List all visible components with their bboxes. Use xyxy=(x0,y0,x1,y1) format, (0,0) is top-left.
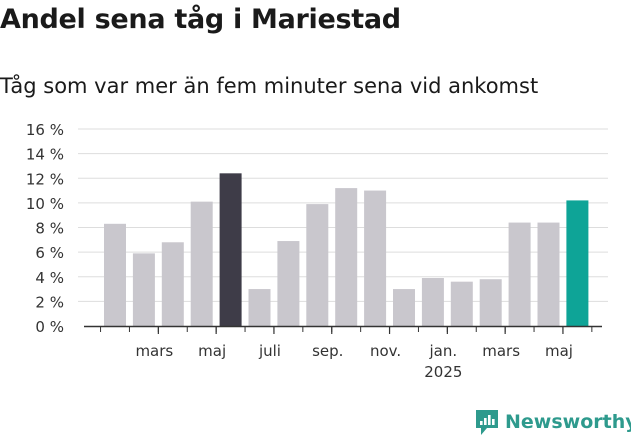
bar xyxy=(219,173,242,326)
bar xyxy=(393,289,415,326)
x-tick-label: maj xyxy=(545,342,573,360)
newsworthy-logo-icon xyxy=(476,410,498,435)
x-tick-label: juli xyxy=(258,342,281,360)
y-tick-label: 0 % xyxy=(35,318,64,336)
brand-name: Newsworthy xyxy=(505,411,631,433)
chart-subtitle: Tåg som var mer än fem minuter sena vid … xyxy=(0,74,539,98)
x-tick-label: jan. xyxy=(429,342,458,360)
y-tick-label: 4 % xyxy=(35,269,64,287)
bar xyxy=(508,222,531,326)
bar xyxy=(450,281,473,326)
bar xyxy=(248,289,271,326)
x-tick-label: mars xyxy=(135,342,173,360)
bar xyxy=(537,222,560,326)
bar-chart: 0 % 2 % 4 % 6 % 8 % 10 % 12 % 14 % 16 % mars maj ju… xyxy=(26,121,608,381)
x-tick-label: mars xyxy=(482,342,520,360)
x-tick-label: maj xyxy=(198,342,226,360)
bar xyxy=(479,279,502,326)
bar xyxy=(364,190,387,326)
bar xyxy=(161,242,184,326)
x-tick-label: sep. xyxy=(312,342,343,360)
y-tick-label: 2 % xyxy=(35,293,64,311)
y-tick-label: 16 % xyxy=(26,121,64,139)
brand-logo: Newsworthy xyxy=(475,407,631,437)
chart-title: Andel sena tåg i Mariestad xyxy=(0,4,401,35)
x-tick-sublabel: 2025 xyxy=(424,363,462,381)
bar xyxy=(421,277,444,326)
bar xyxy=(132,253,155,326)
bar xyxy=(566,200,589,326)
y-tick-label: 12 % xyxy=(26,170,64,188)
bar xyxy=(335,188,358,326)
bar xyxy=(277,241,300,326)
y-tick-label: 8 % xyxy=(35,220,64,238)
bar xyxy=(306,204,329,326)
bar xyxy=(104,223,126,326)
x-tick-label: nov. xyxy=(370,342,401,360)
y-tick-label: 6 % xyxy=(35,244,64,262)
bar xyxy=(190,201,213,326)
y-tick-label: 10 % xyxy=(26,195,64,213)
y-tick-label: 14 % xyxy=(26,146,64,164)
